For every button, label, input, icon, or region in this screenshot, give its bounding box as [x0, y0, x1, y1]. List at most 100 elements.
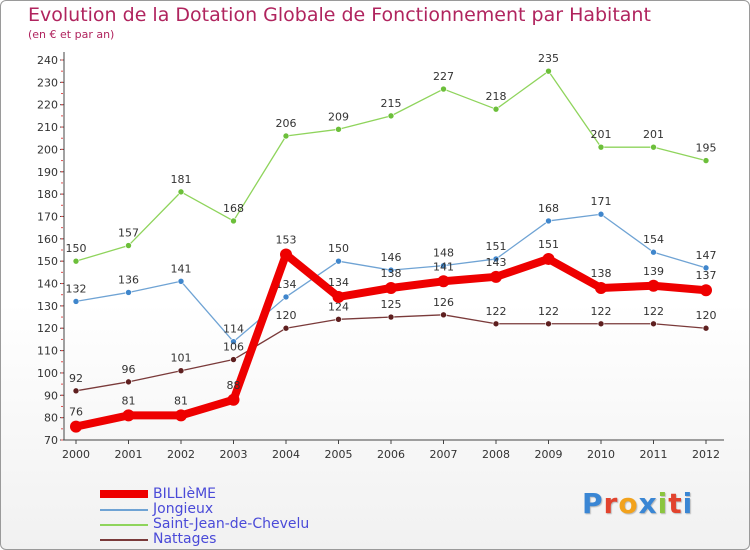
data-label: 151	[538, 238, 559, 251]
y-tick-label: 200	[37, 143, 58, 156]
data-label: 195	[696, 142, 717, 155]
data-point	[650, 248, 657, 256]
data-point	[177, 277, 185, 285]
data-point	[595, 282, 607, 294]
y-tick-label: 80	[44, 412, 58, 425]
y-tick-label: 230	[37, 76, 58, 89]
data-label: 181	[171, 173, 192, 186]
data-label: 96	[122, 363, 136, 376]
data-label: 81	[122, 394, 136, 407]
y-tick-label: 130	[37, 300, 58, 313]
data-point	[335, 257, 342, 265]
data-label: 150	[66, 242, 87, 255]
data-point	[70, 420, 82, 433]
logo-letter: o	[618, 487, 639, 520]
data-label: 122	[591, 305, 612, 318]
y-tick-label: 110	[37, 345, 58, 358]
x-tick-label: 2002	[167, 448, 195, 461]
data-point	[72, 298, 80, 305]
data-point	[230, 217, 237, 225]
x-tick-label: 2003	[220, 448, 248, 461]
data-point	[387, 266, 395, 274]
x-tick-label: 2001	[115, 448, 143, 461]
data-label: 114	[223, 323, 244, 336]
y-tick-label: 120	[37, 322, 58, 335]
data-label: 136	[118, 273, 139, 286]
data-label: 235	[538, 52, 559, 65]
data-point	[387, 112, 395, 120]
data-point	[125, 289, 132, 296]
data-point	[335, 125, 342, 133]
data-label: 171	[591, 195, 612, 208]
data-point	[542, 252, 555, 265]
data-point	[177, 367, 185, 375]
data-label: 120	[276, 309, 297, 322]
data-point	[650, 143, 657, 151]
data-label: 209	[328, 110, 349, 123]
data-label: 88	[227, 379, 241, 392]
data-label: 151	[486, 240, 507, 253]
data-label: 122	[538, 305, 559, 318]
data-point	[335, 315, 342, 323]
data-point	[282, 293, 290, 301]
data-point	[282, 132, 290, 140]
y-tick-label: 100	[37, 367, 58, 380]
x-tick-label: 2006	[377, 448, 405, 461]
x-tick-label: 2008	[482, 448, 510, 461]
data-point	[282, 324, 290, 332]
data-point	[597, 143, 605, 151]
data-point	[702, 264, 710, 272]
data-label: 201	[591, 128, 612, 141]
data-point	[440, 262, 447, 269]
data-label: 146	[381, 251, 402, 264]
data-label: 141	[433, 260, 454, 273]
logo-letter: i	[682, 487, 694, 520]
y-tick-label: 180	[37, 188, 58, 201]
data-point	[545, 67, 552, 75]
data-point	[700, 284, 712, 297]
y-tick-label: 220	[37, 99, 58, 112]
data-point	[175, 409, 187, 422]
data-point	[177, 188, 185, 196]
data-point	[597, 210, 605, 218]
data-point	[387, 313, 395, 321]
data-point	[125, 378, 132, 386]
data-point	[72, 387, 80, 395]
data-point	[230, 338, 237, 345]
y-tick-label: 150	[37, 255, 58, 268]
data-label: 122	[643, 305, 664, 318]
data-point	[122, 409, 135, 422]
x-tick-label: 2007	[430, 448, 458, 461]
data-label: 138	[591, 267, 612, 280]
data-label: 154	[643, 233, 664, 246]
x-tick-label: 2005	[325, 448, 353, 461]
x-tick-label: 2009	[535, 448, 563, 461]
data-label: 168	[223, 202, 244, 215]
legend-swatch	[100, 509, 148, 511]
data-point	[230, 356, 237, 363]
proxiti-logo: Proxiti	[582, 487, 693, 520]
legend-label: Jongieux	[153, 501, 214, 517]
x-tick-label: 2010	[587, 448, 615, 461]
legend-label: Nattages	[153, 531, 217, 547]
legend-swatch	[100, 539, 148, 541]
data-point	[440, 85, 447, 93]
y-tick-label: 90	[44, 389, 58, 402]
data-point	[490, 270, 502, 283]
logo-letter: i	[657, 487, 669, 520]
y-tick-label: 210	[37, 121, 58, 134]
logo-letter: P	[582, 487, 604, 520]
y-tick-label: 140	[37, 278, 58, 291]
y-tick-label: 170	[37, 210, 58, 223]
legend-swatch	[100, 524, 148, 526]
data-label: 168	[538, 202, 559, 215]
series-line	[72, 250, 710, 431]
y-tick-label: 240	[37, 54, 58, 67]
data-label: 106	[223, 341, 244, 354]
x-tick-label: 2012	[692, 448, 720, 461]
x-tick-label: 2011	[640, 448, 668, 461]
data-label: 126	[433, 296, 454, 309]
data-point	[332, 290, 345, 303]
data-label: 92	[69, 372, 83, 385]
